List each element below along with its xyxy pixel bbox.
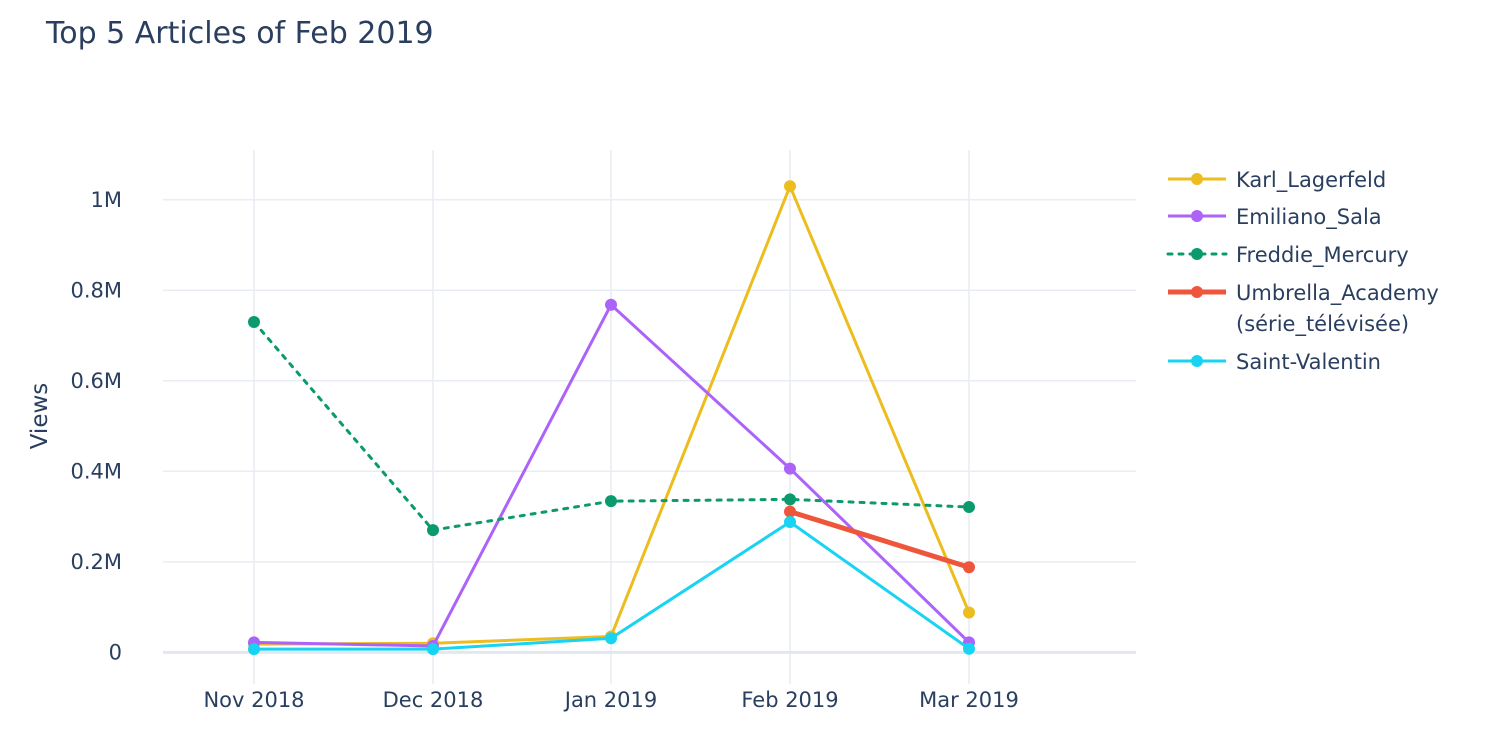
legend-swatch-marker — [1191, 173, 1203, 185]
y-axis-title: Views — [27, 383, 53, 450]
data-point[interactable] — [605, 632, 617, 645]
y-tick-label: 0 — [109, 640, 122, 664]
data-point[interactable] — [784, 180, 796, 193]
data-point[interactable] — [784, 505, 796, 518]
axis-layer: Nov 2018 Dec 2018 Jan 2019 Feb 2019 Mar 2019… — [27, 188, 1019, 712]
series-line — [789, 509, 970, 570]
x-tick-label: Nov 2018 — [203, 688, 304, 712]
y-tick-label: 0.8M — [70, 278, 122, 302]
legend-swatch-marker — [1191, 286, 1203, 298]
series-layer — [248, 180, 975, 656]
legend-label: Saint-Valentin — [1236, 350, 1381, 374]
legend-label: Umbrella_Academy — [1236, 281, 1439, 306]
legend[interactable]: Karl_Lagerfeld Emiliano_Sala Freddie_Mercu… — [1166, 168, 1439, 374]
series-saint-valentin[interactable] — [248, 515, 975, 656]
data-point[interactable] — [605, 495, 617, 508]
legend-label: Freddie_Mercury — [1236, 243, 1409, 268]
grid-layer — [163, 150, 1136, 684]
data-point[interactable] — [784, 493, 796, 506]
data-point[interactable] — [427, 643, 439, 656]
data-point[interactable] — [784, 462, 796, 475]
legend-item[interactable]: Freddie_Mercury — [1166, 243, 1409, 268]
data-point[interactable] — [963, 606, 975, 619]
legend-item[interactable]: Umbrella_Academy (série_télévisée) — [1168, 281, 1439, 337]
data-point[interactable] — [963, 501, 975, 514]
x-tick-label: Dec 2018 — [383, 688, 484, 712]
legend-item[interactable]: Emiliano_Sala — [1168, 205, 1382, 230]
legend-item[interactable]: Karl_Lagerfeld — [1168, 168, 1386, 193]
y-tick-label: 1M — [91, 188, 122, 212]
x-tick-label: Feb 2019 — [741, 688, 838, 712]
series-umbrella-academy[interactable] — [784, 505, 975, 574]
legend-label: (série_télévisée) — [1236, 312, 1409, 337]
data-point[interactable] — [605, 298, 617, 311]
data-point[interactable] — [248, 315, 260, 328]
x-tick-label: Jan 2019 — [563, 688, 658, 712]
legend-label: Emiliano_Sala — [1236, 205, 1382, 230]
legend-swatch-marker — [1191, 355, 1203, 367]
y-tick-label: 0.2M — [70, 550, 122, 574]
data-point[interactable] — [963, 642, 975, 655]
series-freddie-mercury[interactable] — [248, 315, 975, 537]
chart-title: Top 5 Articles of Feb 2019 — [46, 16, 434, 51]
legend-item[interactable]: Saint-Valentin — [1168, 350, 1381, 374]
y-tick-label: 0.6M — [70, 369, 122, 393]
data-point[interactable] — [248, 643, 260, 656]
y-tick-label: 0.4M — [70, 459, 122, 483]
data-point[interactable] — [784, 515, 796, 528]
legend-swatch-marker — [1191, 248, 1203, 260]
legend-label: Karl_Lagerfeld — [1236, 168, 1386, 193]
data-point[interactable] — [963, 561, 975, 574]
data-point[interactable] — [427, 524, 439, 537]
legend-swatch-marker — [1191, 210, 1203, 222]
x-tick-label: Mar 2019 — [919, 688, 1019, 712]
